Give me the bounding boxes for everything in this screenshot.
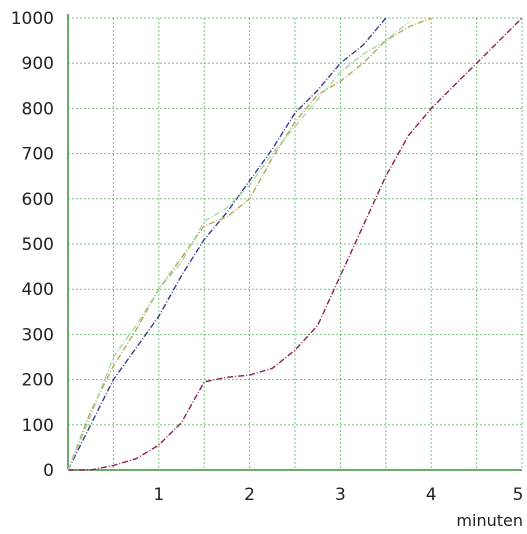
x-tick-label: 4 [426, 485, 437, 505]
y-tick-label: 800 [22, 99, 54, 119]
y-tick-label: 400 [22, 280, 54, 300]
x-axis-label: minuten [456, 511, 523, 530]
x-tick-labels: 1 2 3 4 5 [153, 485, 523, 505]
series-line-1 [68, 17, 523, 471]
y-tick-label: 0 [43, 461, 54, 481]
y-tick-label: 300 [22, 325, 54, 345]
y-tick-label: 100 [22, 416, 54, 436]
y-tick-label: 500 [22, 235, 54, 255]
y-tick-label: 700 [22, 145, 54, 165]
series-lines [67, 17, 523, 471]
y-tick-label: 600 [22, 190, 54, 210]
series-line-2 [67, 17, 387, 471]
y-tick-label: 1000 [11, 9, 54, 29]
y-tick-labels: 0 100 200 300 400 500 600 700 800 900 1000 [11, 9, 54, 481]
y-tick-label: 900 [22, 54, 54, 74]
x-tick-label: 1 [153, 485, 164, 505]
x-tick-label: 2 [244, 485, 255, 505]
axes [67, 14, 522, 471]
grid [68, 17, 523, 470]
x-tick-label: 5 [513, 485, 524, 505]
series-line-3 [67, 17, 432, 471]
y-tick-label: 200 [22, 371, 54, 391]
series-line-4 [67, 21, 409, 471]
x-tick-label: 3 [335, 485, 346, 505]
